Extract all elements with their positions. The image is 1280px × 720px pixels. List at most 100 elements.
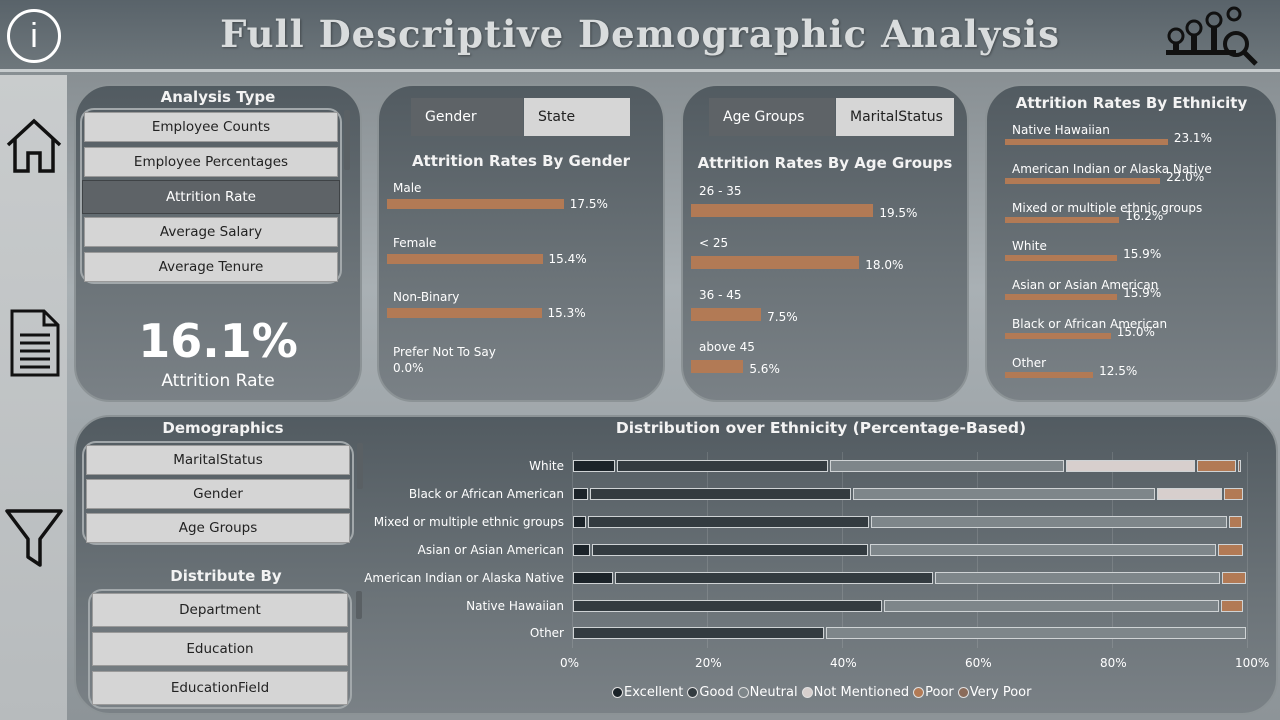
segment-poor-native-hawaiian	[1221, 599, 1243, 612]
bar-label-36-45: 36 - 45	[699, 288, 742, 302]
bar-value-american-indian-or-alaska-native: 22.0%	[1166, 169, 1205, 184]
segment-neutral-white	[829, 460, 1064, 472]
bar-male	[387, 199, 564, 209]
x-tick-label: 100%	[1235, 656, 1270, 670]
gridline	[1247, 452, 1248, 648]
bar-label-above-45: above 45	[699, 340, 755, 354]
distribute-option-education-field[interactable]: EducationField	[92, 671, 348, 705]
legend-item-good[interactable]: Good	[687, 685, 734, 700]
filter-icon[interactable]	[4, 505, 64, 571]
legend-dot-very-poor	[957, 687, 969, 698]
segment-excellent-white	[573, 460, 615, 472]
bar-25	[691, 256, 860, 269]
segment-very-poor-white	[1237, 460, 1242, 472]
analysis-option-employee-counts[interactable]: Employee Counts	[84, 112, 338, 142]
bar-label-female: Female	[393, 235, 437, 250]
legend-dot-excellent	[612, 687, 623, 698]
bar-native-hawaiian	[1005, 139, 1168, 145]
demographics-option-age-groups[interactable]: Age Groups	[86, 513, 350, 543]
legend-dot-poor	[913, 687, 925, 698]
sidebar	[0, 75, 67, 720]
gridline	[572, 452, 573, 648]
legend-dot-not-mentioned	[801, 687, 813, 698]
ethnicity-card: Attrition Rates By Ethnicity Native Hawa…	[985, 84, 1278, 402]
bar-value-white: 15.9%	[1123, 247, 1162, 262]
age-chart-title: Attrition Rates By Age Groups	[697, 154, 953, 172]
segment-good-native-hawaiian	[573, 599, 882, 612]
bar-36-45	[691, 308, 762, 321]
demographics-option-gender[interactable]: Gender	[86, 479, 350, 509]
bar-label-male: Male	[393, 181, 422, 195]
analysis-type-slicer	[80, 108, 342, 284]
bar-label-26-35: 26 - 35	[699, 184, 742, 198]
analysis-option-attrition-rate[interactable]: Attrition Rate	[82, 180, 340, 214]
segment-good-white	[616, 460, 828, 472]
demographics-option-marital-status[interactable]: MaritalStatus	[86, 445, 350, 475]
bar-white	[1005, 255, 1118, 262]
tab-age-groups[interactable]: Age Groups	[709, 98, 835, 136]
legend-item-not-mentioned[interactable]: Not Mentioned	[801, 685, 910, 700]
tab-state[interactable]: State	[524, 98, 630, 136]
gender-card: Gender State Attrition Rates By Gender M…	[377, 84, 665, 402]
analysis-option-employee-percentages[interactable]: Employee Percentages	[84, 147, 338, 177]
category-label-american-indian-or-alaska-native: American Indian or Alaska Native	[364, 570, 564, 585]
distribution-chart-title: Distribution over Ethnicity (Percentage-…	[615, 419, 1027, 437]
segment-excellent-mixed-or-multiple-ethnic-groups	[573, 515, 586, 528]
chart-legend: Excellent Good Neutral Not Mentioned Poor Ver…	[612, 685, 1031, 700]
x-tick-label: 80%	[1100, 656, 1127, 670]
bar-non-binary	[387, 308, 542, 318]
category-label-native-hawaiian: Native Hawaiian	[466, 598, 564, 613]
bar-label-asian-or-asian-american: Asian or Asian American	[1012, 278, 1159, 293]
legend-item-very-poor[interactable]: Very Poor	[957, 685, 1031, 700]
tab-marital-status[interactable]: MaritalStatus	[836, 98, 954, 136]
distribute-option-education[interactable]: Education	[92, 632, 348, 666]
analysis-type-title: Analysis Type	[160, 88, 276, 106]
analysis-option-average-salary[interactable]: Average Salary	[84, 217, 338, 247]
legend-item-poor[interactable]: Poor	[913, 685, 954, 700]
bar-above-45	[691, 360, 744, 373]
analysis-option-average-tenure[interactable]: Average Tenure	[84, 252, 338, 282]
x-tick-label: 20%	[695, 656, 722, 670]
legend-label: Not Mentioned	[813, 685, 910, 700]
bar-label-prefer-not-to-say: Prefer Not To Say	[393, 344, 496, 359]
legend-item-excellent[interactable]: Excellent	[612, 685, 683, 700]
legend-dot-good	[687, 687, 699, 698]
legend-label: Poor	[925, 685, 954, 700]
bar-black-or-african-american	[1005, 333, 1111, 339]
analysis-type-scrollbar[interactable]	[344, 110, 350, 170]
legend-label: Good	[699, 685, 734, 700]
bar-female	[387, 253, 543, 264]
legend-item-neutral[interactable]: Neutral	[737, 685, 798, 700]
ethnicity-chart-title: Attrition Rates By Ethnicity	[1015, 94, 1248, 112]
segment-excellent-black-or-african-american	[573, 487, 588, 500]
segment-poor-mixed-or-multiple-ethnic-groups	[1229, 515, 1242, 528]
demographics-title: Demographics	[162, 419, 284, 437]
bar-value-asian-or-asian-american: 15.9%	[1123, 286, 1162, 301]
segment-neutral-asian-or-asian-american	[870, 543, 1216, 556]
segment-excellent-asian-or-asian-american	[573, 543, 590, 556]
bar-label-non-binary: Non-Binary	[393, 290, 460, 304]
age-card: Age Groups MaritalStatus Attrition Rates…	[681, 84, 969, 402]
segment-neutral-mixed-or-multiple-ethnic-groups	[871, 515, 1228, 528]
info-button[interactable]: i	[7, 9, 61, 63]
segment-poor-white	[1197, 460, 1236, 472]
segment-good-other	[573, 627, 825, 640]
tab-gender[interactable]: Gender	[411, 98, 523, 136]
demographics-scrollbar[interactable]	[357, 443, 363, 489]
bar-value-36-45: 7.5%	[767, 310, 798, 324]
bar-other	[1005, 371, 1094, 378]
distribute-by-slicer	[88, 589, 352, 709]
bar-label-mixed-or-multiple-ethnic-groups: Mixed or multiple ethnic groups	[1012, 200, 1203, 215]
distribute-by-scrollbar[interactable]	[356, 591, 362, 619]
segment-poor-black-or-african-american	[1224, 487, 1243, 500]
title-bar: i Full Descriptive Demographic Analysis	[0, 0, 1280, 72]
bar-label-25: < 25	[699, 236, 729, 250]
segment-good-mixed-or-multiple-ethnic-groups	[587, 515, 870, 528]
bar-value-above-45: 5.6%	[749, 362, 780, 376]
x-tick-label: 60%	[965, 656, 992, 670]
bar-value-26-35: 19.5%	[879, 206, 918, 220]
distribute-option-department[interactable]: Department	[92, 593, 348, 627]
home-icon[interactable]	[4, 115, 64, 177]
report-icon[interactable]	[4, 307, 64, 379]
demographics-slicer	[82, 441, 354, 545]
